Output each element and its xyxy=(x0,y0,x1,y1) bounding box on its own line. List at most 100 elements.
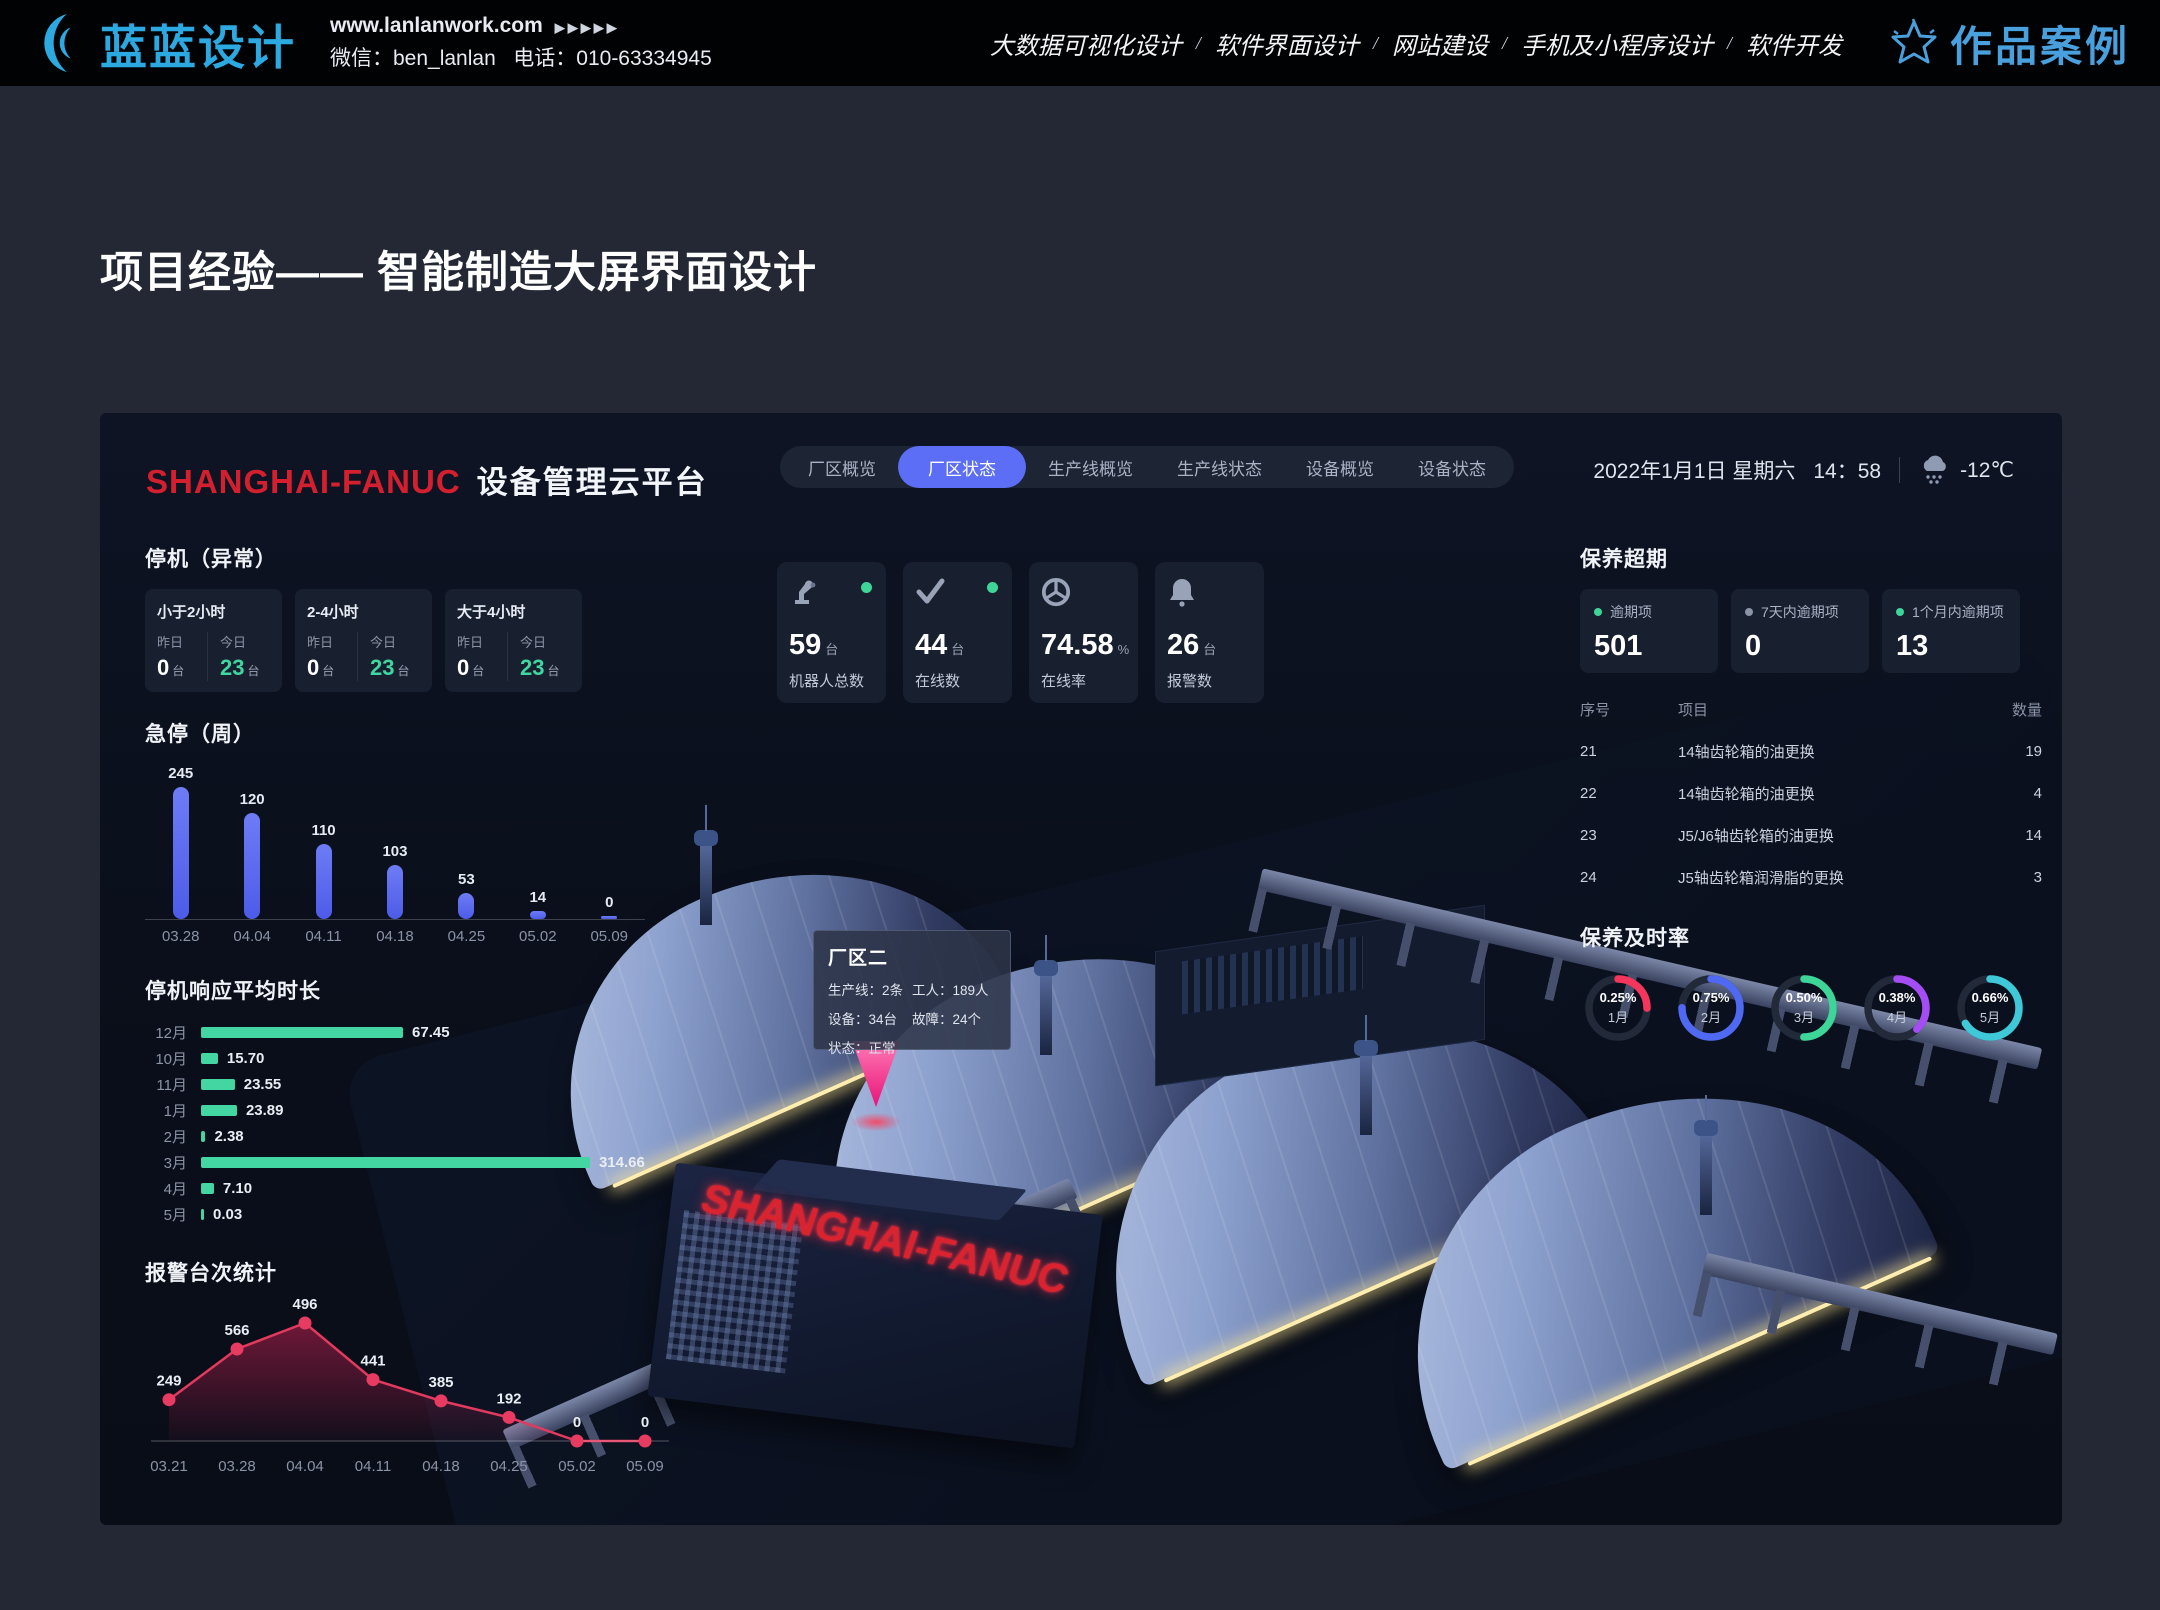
donut-ring xyxy=(1771,975,1837,1041)
bar-track: 0.03 xyxy=(201,1206,645,1223)
nav-item[interactable]: 软件开发 xyxy=(1745,33,1842,60)
lanlan-logo[interactable]: 蓝蓝设计 xyxy=(28,9,296,78)
cell-item: 14轴齿轮箱的油更换 xyxy=(1678,744,1815,761)
bar-value-label: 7.10 xyxy=(222,1179,253,1197)
today-value: 23 xyxy=(370,655,395,680)
overdue-label: 1个月内逾期项 xyxy=(1912,604,2004,620)
tab-item[interactable]: 厂区概览 xyxy=(808,459,876,479)
data-point xyxy=(570,1434,584,1448)
svg-text:385: 385 xyxy=(428,1374,453,1391)
lanlan-logo-icon xyxy=(44,13,71,73)
nav-item[interactable]: 大数据可视化设计 xyxy=(989,33,1182,60)
donut-center: 0.66% 5月 xyxy=(1952,970,2028,1046)
x-axis-label: 05.02 xyxy=(519,928,557,945)
data-point xyxy=(298,1316,312,1330)
bar xyxy=(201,1078,235,1090)
bar xyxy=(244,813,261,919)
estop-bar-group: 0 xyxy=(574,894,645,919)
data-point xyxy=(366,1373,380,1387)
dashboard-screenshot: SHANGHAI-FANUC SHANGHAI-FANUC 设备管理云平台 厂区… xyxy=(100,413,2062,1525)
timeliness-section: 保养及时率 0.25% 1月 0.75% 2月 0.50% 3月 0.38% 4月 0.66% 5… xyxy=(1580,922,2042,1046)
cell-qty: 14 xyxy=(2025,827,2042,844)
bar-track: 23.89 xyxy=(201,1102,645,1119)
alarm-chart: 249 03.21 566 03.28 496 04.04 441 04.11 385 04.18… xyxy=(145,1291,669,1487)
tooltip-rows: 生产线：2条 工人：189人 设备：34台 故障：24个 状态：正常 xyxy=(828,979,996,1057)
today-value: 23 xyxy=(220,655,245,680)
donut-ring xyxy=(1585,975,1651,1041)
bar-value-label: 0.03 xyxy=(213,1205,243,1223)
factory-tower xyxy=(694,805,718,925)
response-bar-row: 5月 0.03 xyxy=(145,1201,645,1227)
y-axis-label: 4月 xyxy=(163,1180,187,1198)
tab-item[interactable]: 设备概览 xyxy=(1306,459,1374,479)
tab-item[interactable]: 厂区状态 xyxy=(898,446,1026,488)
x-axis-label: 05.09 xyxy=(590,928,629,945)
col-header-index: 序号 xyxy=(1580,702,1611,719)
nav-separator: / xyxy=(1501,32,1507,53)
overdue-card: 7天内逾期项 0 xyxy=(1731,589,1869,673)
yesterday-value: 0 xyxy=(307,655,320,680)
y-axis-label: 10月 xyxy=(155,1050,187,1068)
bar-value-label: 53 xyxy=(458,870,475,888)
yesterday-label: 昨日 xyxy=(307,635,334,650)
svg-text:0: 0 xyxy=(573,1414,581,1431)
status-dot xyxy=(861,582,872,593)
bar-value-label: 314.66 xyxy=(598,1153,645,1171)
cell-index: 22 xyxy=(1580,785,1597,802)
right-panel: 保养超期 逾期项 501 7天内逾期项 0 1个月内逾期项 13 序号 xyxy=(1580,543,2042,1046)
bar xyxy=(201,1208,204,1220)
kpi-label: 在线率 xyxy=(1041,673,1087,690)
tab-item[interactable]: 生产线概览 xyxy=(1048,459,1133,479)
bar-value-label: 245 xyxy=(168,765,194,782)
portfolio-link[interactable]: 作品案例 xyxy=(1888,13,2130,74)
nav-item[interactable]: 手机及小程序设计 xyxy=(1520,33,1713,60)
kpi-label: 机器人总数 xyxy=(789,673,865,690)
unit: 台 xyxy=(172,664,185,678)
tab-item[interactable]: 生产线状态 xyxy=(1177,459,1262,479)
svg-text:192: 192 xyxy=(496,1390,521,1407)
date-label: 2022年1月1日 星期六 xyxy=(1593,460,1796,483)
bar-value-label: 0 xyxy=(605,894,614,911)
tooltip-cell: 故障：24个 xyxy=(912,1012,982,1027)
unit: 台 xyxy=(322,664,335,678)
data-point xyxy=(162,1393,176,1407)
donut-percent: 0.38% xyxy=(1878,990,1916,1005)
estop-x-labels: 03.28 04.04 04.11 04.18 04.25 05.02 05.09 xyxy=(145,928,645,945)
data-point xyxy=(502,1410,516,1424)
unit: 台 xyxy=(397,664,410,678)
snow-cloud-icon xyxy=(1923,455,1946,484)
response-bar-row: 1月 23.89 xyxy=(145,1097,645,1123)
tab-item[interactable]: 设备状态 xyxy=(1418,459,1486,479)
datetime-weather: 2022年1月1日 星期六 14：58 -12℃ xyxy=(1593,453,2014,487)
y-axis-label: 12月 xyxy=(155,1024,187,1042)
top-header-bar: 蓝蓝设计 www.lanlanwork.com ▶▶▶▶▶ 微信：ben_lanl… xyxy=(0,0,2160,86)
nav-item[interactable]: 软件界面设计 xyxy=(1214,33,1359,60)
timeliness-donut: 0.38% 4月 xyxy=(1859,970,1935,1046)
x-axis-label: 03.28 xyxy=(161,928,200,945)
downtime-title: 停机（异常） xyxy=(145,548,277,571)
col-header-item: 项目 xyxy=(1678,702,1709,719)
bar xyxy=(201,1156,590,1168)
nav-item[interactable]: 网站建设 xyxy=(1391,33,1488,60)
website-link[interactable]: www.lanlanwork.com xyxy=(330,14,543,38)
page-title: 项目经验—— 智能制造大屏界面设计 xyxy=(100,249,817,297)
factory-tower xyxy=(1694,1095,1718,1215)
alarm-section: 报警台次统计 249 03.21 566 03.28 496 04.04 441 04.11 3… xyxy=(145,1257,669,1487)
bar xyxy=(601,916,618,919)
y-axis-label: 5月 xyxy=(163,1206,187,1224)
unit: 台 xyxy=(472,664,485,678)
tooltip-cell: 设备：34台 xyxy=(828,1012,898,1027)
wheel-icon xyxy=(1041,577,1071,607)
donut-percent: 0.50% xyxy=(1785,990,1823,1005)
topbar-nav: 大数据可视化设计 / 软件界面设计 / 网站建设 / 手机及小程序设计 / 软件开发 xyxy=(990,26,1842,61)
svg-text:0: 0 xyxy=(641,1414,649,1431)
data-point xyxy=(434,1394,448,1408)
robot-arm-icon xyxy=(795,580,816,604)
bar-value-label: 120 xyxy=(239,791,265,809)
tooltip-row: 生产线：2条 工人：189人 xyxy=(828,979,996,999)
cell-qty: 19 xyxy=(2025,743,2042,760)
bar-value-label: 14 xyxy=(529,889,547,907)
overdue-value: 13 xyxy=(1896,630,1929,662)
bar xyxy=(201,1026,404,1038)
